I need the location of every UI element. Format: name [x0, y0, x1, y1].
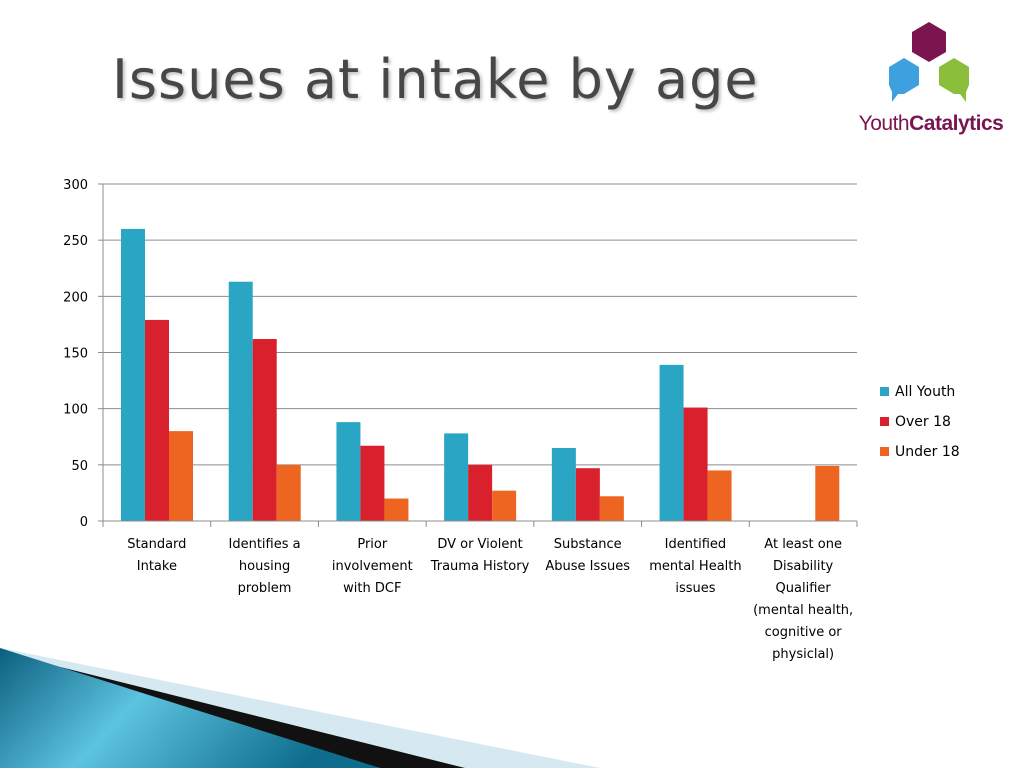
bar — [276, 464, 301, 521]
x-category-label: DV or Violent Trauma History — [430, 537, 530, 574]
legend-swatch — [880, 417, 889, 426]
swoosh-black — [0, 652, 465, 768]
bar — [683, 407, 708, 521]
bar — [444, 433, 469, 521]
bar — [228, 281, 253, 521]
category-labels: Standard Intake Identifies a housing problem… — [127, 537, 853, 662]
bar — [551, 447, 576, 521]
logo-bubble-left — [889, 58, 919, 102]
bar — [492, 490, 517, 521]
y-tick-label: 100 — [63, 403, 88, 418]
y-tick-labels: 0 50 100 150 200 250 300 — [63, 178, 88, 530]
bar — [384, 498, 409, 521]
y-tick-label: 150 — [63, 347, 88, 362]
bar — [599, 496, 624, 521]
legend-label: Over 18 — [895, 414, 951, 430]
legend-label: Under 18 — [895, 444, 960, 460]
legend-swatch — [880, 447, 889, 456]
swoosh-light — [0, 648, 600, 768]
x-category-label: At least one Disability Qualifier (mental h… — [753, 537, 853, 662]
logo-mark-icon — [889, 22, 969, 102]
bar — [252, 339, 277, 521]
logo-text-bold: Catalytics — [909, 112, 1004, 135]
bar — [169, 431, 193, 521]
legend-label: All Youth — [895, 384, 955, 400]
y-tick-label: 200 — [63, 290, 88, 305]
bars — [121, 228, 840, 521]
bar — [575, 468, 600, 521]
bar — [336, 422, 361, 521]
youthcatalytics-logo: YouthCatalytics — [856, 18, 1006, 148]
x-category-label: Substance Abuse Issues — [545, 537, 630, 574]
bar — [145, 319, 169, 521]
bar — [815, 465, 840, 521]
bar — [121, 228, 145, 521]
swoosh-blue — [0, 648, 380, 768]
slide-title: Issues at intake by age — [112, 48, 759, 111]
x-category-label: Prior involvement with DCF — [332, 537, 413, 596]
bar — [360, 445, 385, 521]
legend-swatch — [880, 387, 889, 396]
y-tick-label: 50 — [71, 459, 88, 474]
legend: All Youth Over 18 Under 18 — [880, 384, 960, 460]
logo-hexagon-top — [912, 22, 946, 62]
x-category-label: Standard Intake — [127, 537, 186, 574]
y-tick-label: 0 — [80, 515, 88, 530]
bar — [707, 470, 732, 521]
logo-text-light: Youth — [858, 112, 910, 135]
bar — [659, 364, 684, 521]
axes — [98, 183, 858, 527]
logo-wordmark: YouthCatalytics — [856, 112, 1006, 136]
y-tick-label: 250 — [63, 234, 88, 249]
y-tick-label: 300 — [63, 178, 88, 193]
x-category-label: Identified mental Health issues — [649, 537, 741, 596]
logo-bubble-right — [939, 58, 969, 102]
x-category-label: Identifies a housing problem — [229, 537, 301, 596]
bar — [468, 464, 493, 521]
